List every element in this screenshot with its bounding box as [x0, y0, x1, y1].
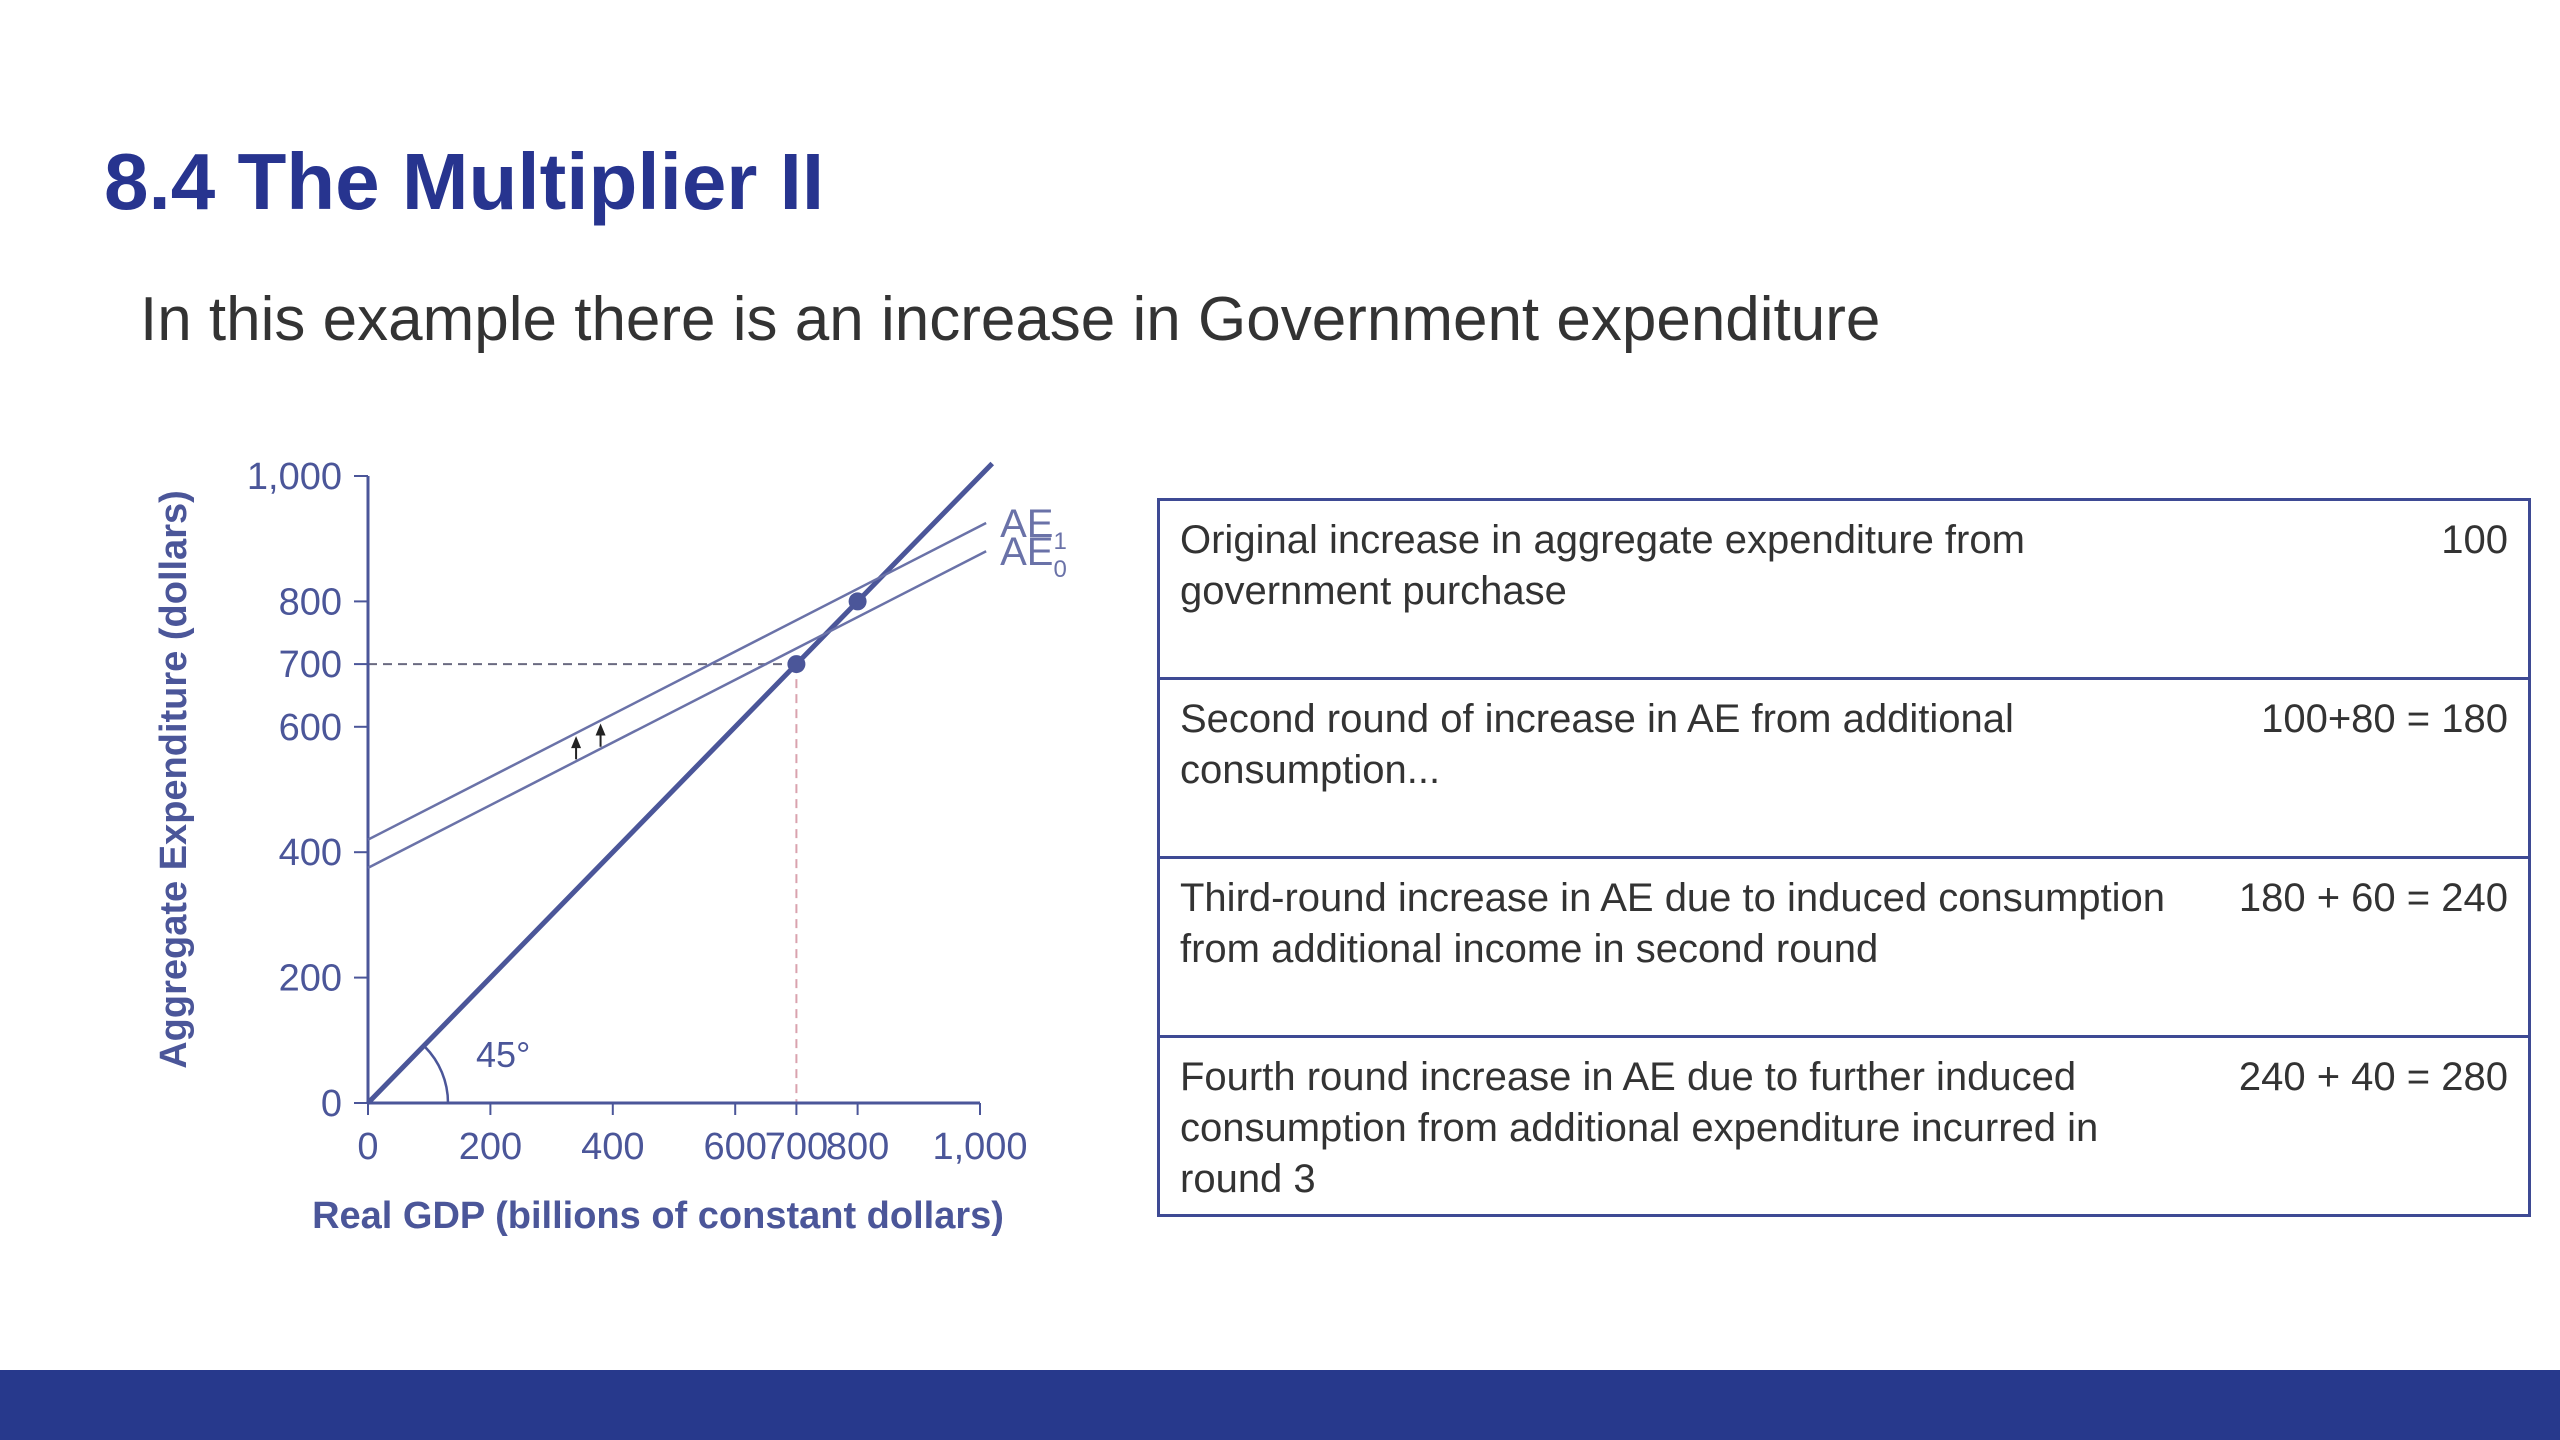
slide-title: 8.4 The Multiplier II [104, 137, 825, 226]
round-value: 100+80 = 180 [2188, 677, 2530, 858]
equilibrium-point [787, 655, 806, 674]
y-tick-label: 400 [279, 832, 342, 874]
x-tick-label: 700 [765, 1126, 828, 1168]
angle-label: 45° [476, 1034, 530, 1075]
x-tick-label: 800 [826, 1126, 889, 1168]
x-tick-label: 600 [703, 1126, 766, 1168]
y-tick-label: 800 [279, 581, 342, 623]
slide-subtitle: In this example there is an increase in … [140, 285, 1881, 354]
y-tick-label: 700 [279, 644, 342, 686]
shift-arrow-head [571, 736, 582, 749]
round-description: Fourth round increase in AE due to furth… [1158, 1035, 2189, 1216]
table-row: Fourth round increase in AE due to furth… [1158, 1035, 2530, 1216]
series-label-ae1: AE1 [1000, 502, 1067, 555]
equilibrium-point [848, 592, 867, 611]
table-row: Original increase in aggregate expenditu… [1158, 498, 2530, 679]
series-line-ae0 [367, 550, 987, 869]
x-tick-label: 1,000 [932, 1126, 1027, 1168]
round-description: Second round of increase in AE from addi… [1158, 677, 2189, 858]
line-45-degree [366, 461, 995, 1105]
y-tick-label: 600 [279, 707, 342, 749]
angle-arc [423, 1045, 450, 1104]
series-line-ae1 [367, 521, 987, 841]
round-value: 240 + 40 = 280 [2188, 1035, 2530, 1216]
multiplier-rounds-table: Original increase in aggregate expenditu… [1157, 498, 2531, 1217]
round-value: 100 [2188, 498, 2530, 679]
x-tick-label: 0 [357, 1126, 378, 1168]
y-axis-label: Aggregate Expenditure (dollars) [153, 490, 195, 1069]
footer-bar [0, 1370, 2560, 1440]
table-row: Second round of increase in AE from addi… [1158, 677, 2530, 858]
round-description: Third-round increase in AE due to induce… [1158, 856, 2189, 1037]
x-tick-label: 400 [581, 1126, 644, 1168]
round-description: Original increase in aggregate expenditu… [1158, 498, 2189, 679]
y-tick-label: 0 [321, 1083, 342, 1125]
table-row: Third-round increase in AE due to induce… [1158, 856, 2530, 1037]
x-axis-label: Real GDP (billions of constant dollars) [312, 1195, 1004, 1237]
round-value: 180 + 60 = 240 [2188, 856, 2530, 1037]
y-tick-label: 1,000 [247, 456, 342, 498]
x-tick-label: 200 [459, 1126, 522, 1168]
series-label-ae0: AE0 [1000, 530, 1067, 583]
shift-arrow-head [595, 723, 606, 736]
y-tick-label: 200 [279, 958, 342, 1000]
